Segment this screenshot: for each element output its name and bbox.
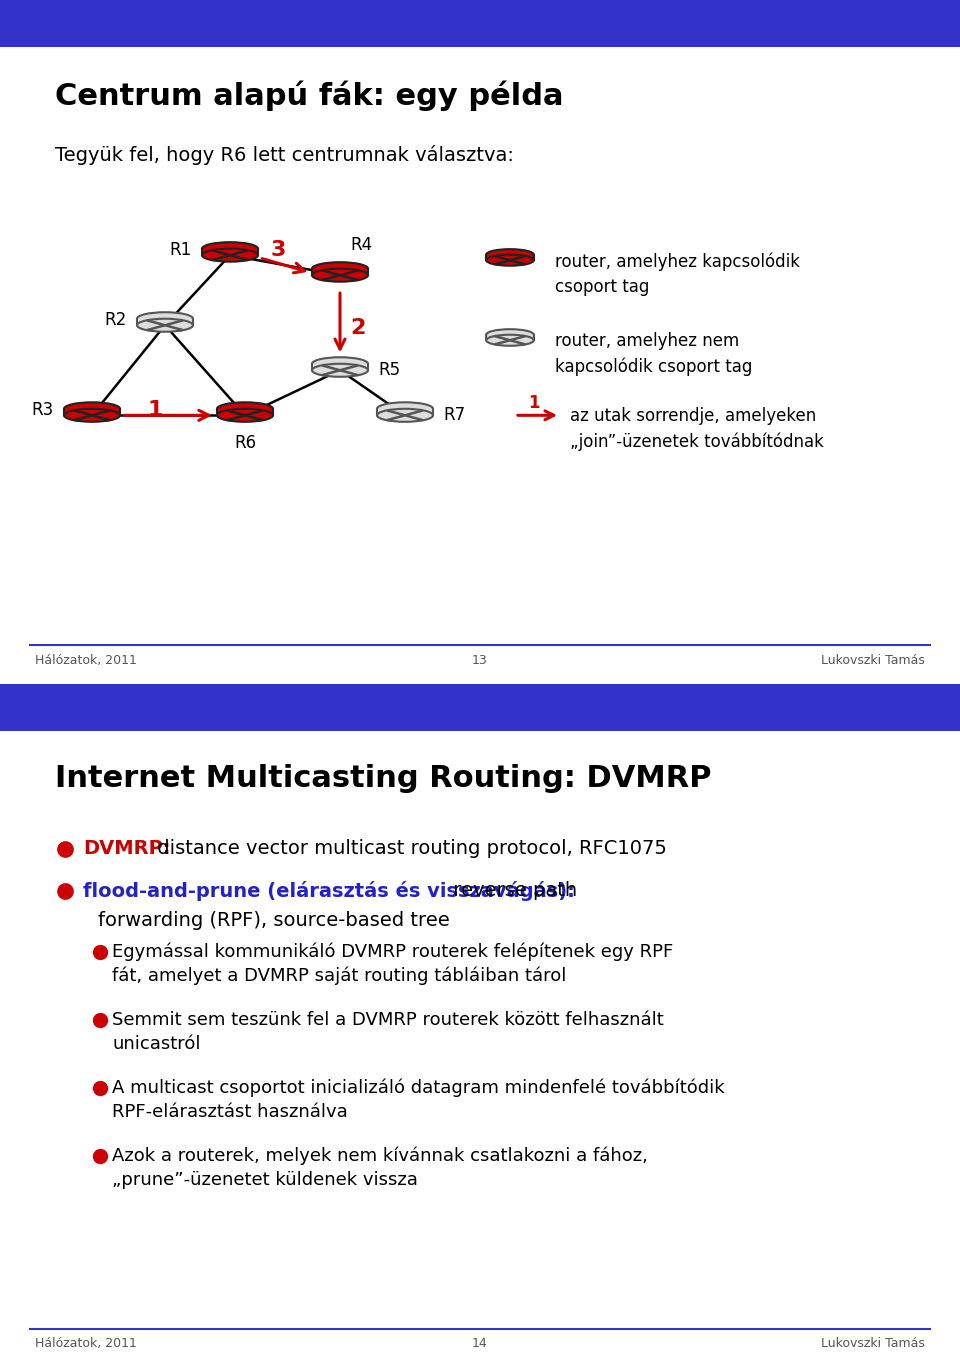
Ellipse shape (137, 319, 193, 332)
Text: R2: R2 (105, 312, 127, 329)
Text: reverse path: reverse path (447, 882, 577, 899)
Text: R7: R7 (443, 406, 466, 424)
Text: Lukovszki Tamás: Lukovszki Tamás (821, 653, 925, 667)
Text: az utak sorrendje, amelyeken
„join”-üzenetek továbbítódnak: az utak sorrendje, amelyeken „join”-üzen… (570, 407, 824, 451)
Text: Centrum alapú fák: egy példa: Centrum alapú fák: egy példa (55, 81, 564, 111)
Ellipse shape (312, 262, 368, 275)
Ellipse shape (377, 409, 433, 422)
Text: R6: R6 (234, 435, 256, 452)
Text: 3: 3 (271, 241, 286, 260)
Polygon shape (64, 409, 120, 416)
Polygon shape (312, 269, 368, 275)
Text: RPF-elárasztást használva: RPF-elárasztást használva (112, 1103, 348, 1121)
FancyBboxPatch shape (0, 0, 960, 46)
Text: Azok a routerek, melyek nem kívánnak csatlakozni a fához,: Azok a routerek, melyek nem kívánnak csa… (112, 1147, 648, 1165)
Text: Tegyük fel, hogy R6 lett centrumnak választva:: Tegyük fel, hogy R6 lett centrumnak vála… (55, 145, 514, 165)
Text: Internet Multicasting Routing: DVMRP: Internet Multicasting Routing: DVMRP (55, 764, 711, 793)
Text: forwarding (RPF), source-based tree: forwarding (RPF), source-based tree (98, 912, 449, 930)
Text: DVMRP:: DVMRP: (83, 839, 171, 858)
Ellipse shape (312, 269, 368, 282)
Text: 2: 2 (350, 319, 366, 338)
FancyBboxPatch shape (0, 684, 960, 730)
Ellipse shape (486, 335, 534, 346)
Ellipse shape (486, 249, 534, 260)
Text: R3: R3 (32, 402, 54, 420)
Text: A multicast csoportot inicializáló datagram mindenfelé továbbítódik: A multicast csoportot inicializáló datag… (112, 1079, 725, 1098)
Ellipse shape (202, 242, 258, 256)
Text: 14: 14 (472, 1337, 488, 1351)
Text: R1: R1 (170, 241, 192, 260)
Ellipse shape (312, 364, 368, 377)
Ellipse shape (64, 402, 120, 416)
Text: router, amelyhez nem
kapcsolódik csoport tag: router, amelyhez nem kapcsolódik csoport… (555, 332, 753, 376)
Polygon shape (202, 249, 258, 256)
Polygon shape (377, 409, 433, 416)
Polygon shape (312, 364, 368, 370)
Text: Egymással kommunikáló DVMRP routerek felépítenek egy RPF: Egymással kommunikáló DVMRP routerek fel… (112, 942, 673, 961)
Text: fát, amelyet a DVMRP saját routing tábláiban tárol: fát, amelyet a DVMRP saját routing táblá… (112, 966, 566, 986)
Ellipse shape (202, 249, 258, 261)
Text: router, amelyhez kapcsolódik
csoport tag: router, amelyhez kapcsolódik csoport tag (555, 252, 800, 295)
Text: Lukovszki Tamás: Lukovszki Tamás (821, 1337, 925, 1351)
Ellipse shape (486, 329, 534, 340)
Text: flood-and-prune (elárasztás és visszavágás):: flood-and-prune (elárasztás és visszavág… (83, 880, 575, 901)
Ellipse shape (137, 312, 193, 325)
Ellipse shape (377, 402, 433, 416)
Polygon shape (217, 409, 273, 416)
Text: R5: R5 (378, 361, 400, 379)
Polygon shape (486, 335, 534, 340)
Text: 1: 1 (147, 401, 163, 420)
Ellipse shape (64, 409, 120, 422)
Text: unicastról: unicastról (112, 1035, 201, 1053)
Text: „prune”-üzenetet küldenek vissza: „prune”-üzenetet küldenek vissza (112, 1172, 418, 1189)
Ellipse shape (486, 254, 534, 265)
Text: Hálózatok, 2011: Hálózatok, 2011 (35, 653, 137, 667)
Text: 1: 1 (528, 394, 540, 413)
Polygon shape (486, 254, 534, 260)
Polygon shape (137, 319, 193, 325)
Ellipse shape (312, 357, 368, 370)
Text: Semmit sem teszünk fel a DVMRP routerek között felhasznált: Semmit sem teszünk fel a DVMRP routerek … (112, 1010, 663, 1029)
Text: Hálózatok, 2011: Hálózatok, 2011 (35, 1337, 137, 1351)
Text: R4: R4 (350, 236, 372, 254)
Ellipse shape (217, 409, 273, 422)
Ellipse shape (217, 402, 273, 416)
Text: distance vector multicast routing protocol, RFC1075: distance vector multicast routing protoc… (151, 839, 667, 858)
Text: 13: 13 (472, 653, 488, 667)
